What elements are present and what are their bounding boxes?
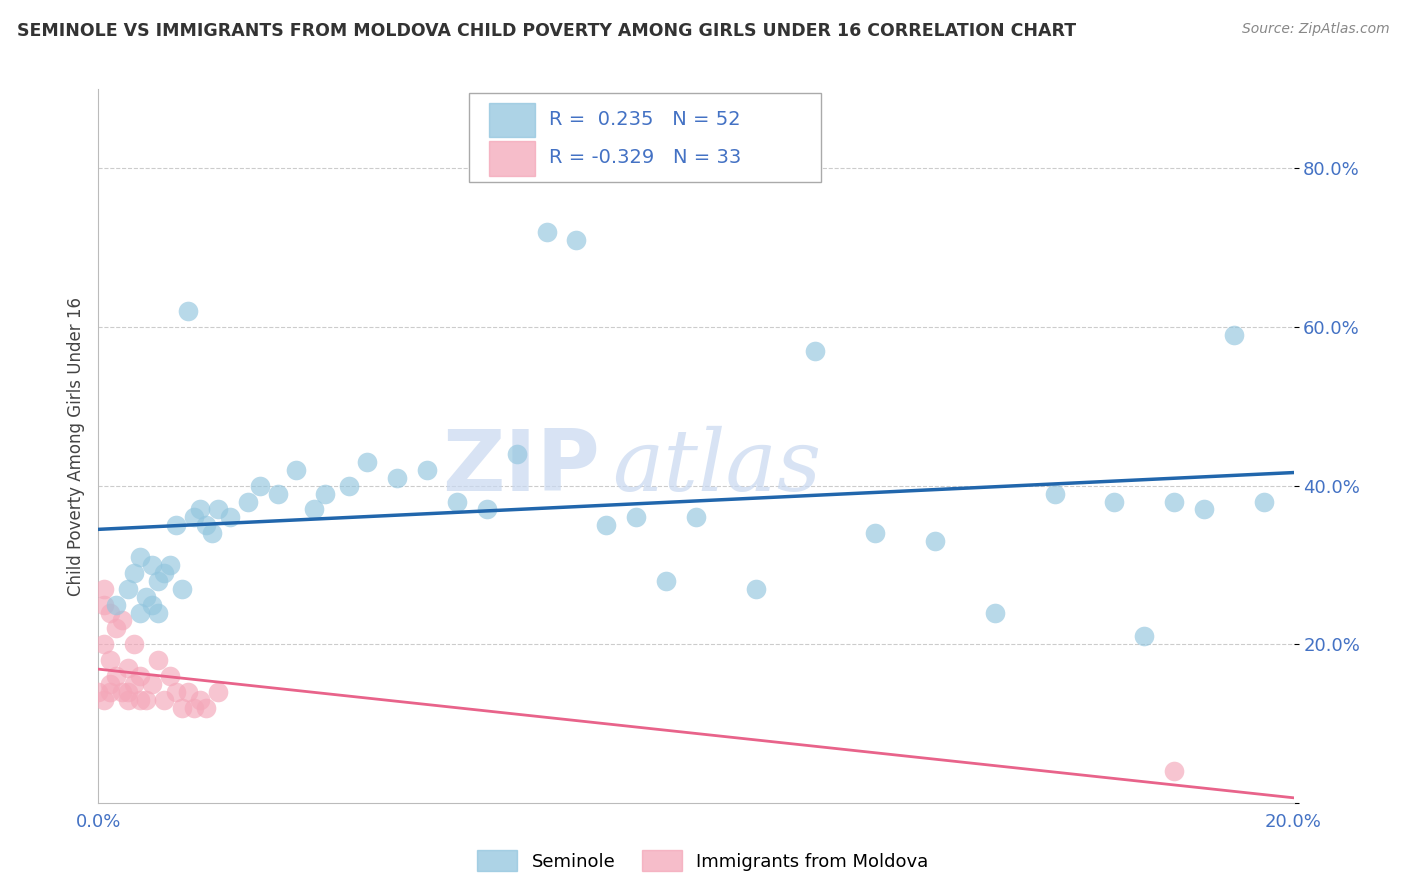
Point xyxy=(536,225,558,239)
Point xyxy=(165,518,187,533)
Point xyxy=(153,692,176,706)
Point xyxy=(595,518,617,533)
Point xyxy=(506,447,529,461)
Point xyxy=(172,700,194,714)
FancyBboxPatch shape xyxy=(489,142,534,176)
Point xyxy=(188,502,211,516)
Point xyxy=(207,685,229,699)
Legend: Seminole, Immigrants from Moldova: Seminole, Immigrants from Moldova xyxy=(470,843,936,879)
Point xyxy=(1163,764,1185,778)
Point xyxy=(141,598,163,612)
Point xyxy=(475,502,498,516)
Point xyxy=(159,669,181,683)
Point xyxy=(416,463,439,477)
Point xyxy=(124,566,146,580)
Point xyxy=(219,510,242,524)
Point xyxy=(183,510,205,524)
Point xyxy=(804,343,827,358)
Point xyxy=(141,558,163,572)
Point xyxy=(236,494,259,508)
Text: R = -0.329   N = 33: R = -0.329 N = 33 xyxy=(548,148,741,168)
Point xyxy=(177,304,200,318)
Point xyxy=(159,558,181,572)
Point xyxy=(172,582,194,596)
Point xyxy=(148,653,170,667)
Point xyxy=(98,606,122,620)
Point xyxy=(188,692,211,706)
Point xyxy=(356,455,378,469)
Point xyxy=(183,700,205,714)
Point xyxy=(249,478,271,492)
Point xyxy=(117,692,139,706)
Point xyxy=(195,700,218,714)
Point xyxy=(135,590,157,604)
Point xyxy=(865,526,887,541)
Point xyxy=(984,606,1007,620)
Point xyxy=(148,574,170,588)
Point xyxy=(129,549,152,564)
Point xyxy=(201,526,224,541)
Point xyxy=(1163,494,1185,508)
Point xyxy=(111,685,134,699)
Point xyxy=(165,685,187,699)
Point xyxy=(111,614,134,628)
Point xyxy=(1223,328,1246,343)
Point xyxy=(1253,494,1275,508)
Point xyxy=(284,463,307,477)
Point xyxy=(129,606,152,620)
Point xyxy=(87,685,110,699)
Point xyxy=(1192,502,1215,516)
Point xyxy=(626,510,648,524)
Point xyxy=(105,621,128,635)
Point xyxy=(141,677,163,691)
Point xyxy=(1104,494,1126,508)
Point xyxy=(655,574,678,588)
Point xyxy=(105,598,128,612)
Point xyxy=(93,637,115,651)
Point xyxy=(105,669,128,683)
Point xyxy=(1133,629,1156,643)
Point xyxy=(129,692,152,706)
Point xyxy=(124,677,146,691)
Point xyxy=(98,677,122,691)
Point xyxy=(685,510,707,524)
Point xyxy=(98,653,122,667)
Point xyxy=(117,685,139,699)
Point xyxy=(1043,486,1066,500)
Y-axis label: Child Poverty Among Girls Under 16: Child Poverty Among Girls Under 16 xyxy=(66,296,84,596)
Point xyxy=(267,486,290,500)
Point xyxy=(446,494,468,508)
Point xyxy=(177,685,200,699)
Point xyxy=(195,518,218,533)
Point xyxy=(207,502,229,516)
Point xyxy=(93,598,115,612)
Point xyxy=(315,486,337,500)
Point xyxy=(93,582,115,596)
Text: Source: ZipAtlas.com: Source: ZipAtlas.com xyxy=(1241,22,1389,37)
Text: atlas: atlas xyxy=(613,426,821,508)
Point xyxy=(153,566,176,580)
Point xyxy=(148,606,170,620)
Point xyxy=(124,637,146,651)
Point xyxy=(302,502,325,516)
Text: ZIP: ZIP xyxy=(443,425,600,509)
Point xyxy=(93,692,115,706)
Point xyxy=(117,661,139,675)
Point xyxy=(339,478,361,492)
Point xyxy=(924,534,946,549)
Point xyxy=(745,582,768,596)
FancyBboxPatch shape xyxy=(489,103,534,137)
Point xyxy=(129,669,152,683)
Point xyxy=(117,582,139,596)
Point xyxy=(565,233,588,247)
Point xyxy=(98,685,122,699)
FancyBboxPatch shape xyxy=(470,93,821,182)
Point xyxy=(135,692,157,706)
Point xyxy=(385,471,409,485)
Text: SEMINOLE VS IMMIGRANTS FROM MOLDOVA CHILD POVERTY AMONG GIRLS UNDER 16 CORRELATI: SEMINOLE VS IMMIGRANTS FROM MOLDOVA CHIL… xyxy=(17,22,1076,40)
Text: R =  0.235   N = 52: R = 0.235 N = 52 xyxy=(548,110,741,128)
